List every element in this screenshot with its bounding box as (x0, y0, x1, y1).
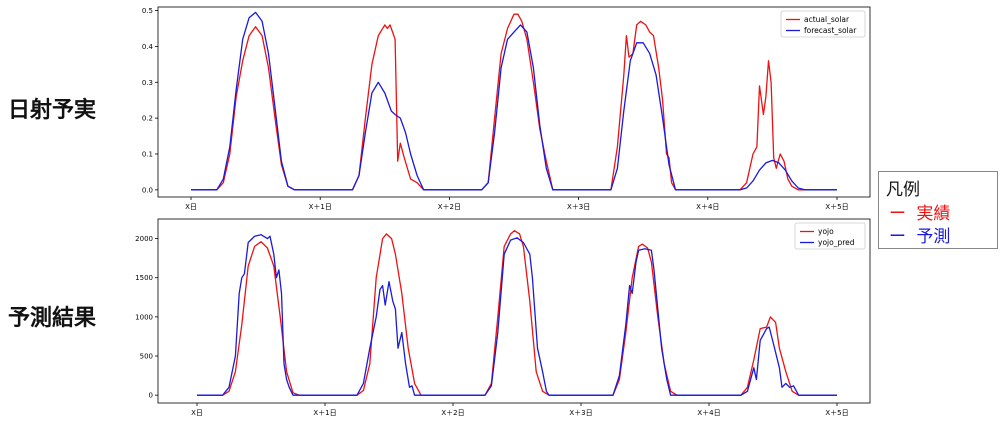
solar-legend-label-forecast_solar: forecast_solar (804, 26, 857, 35)
solar-plot-frame (157, 6, 871, 198)
row-label-solar: 日射予実 (8, 98, 97, 123)
solar-y-tick-label: 0.1 (142, 150, 153, 158)
solar-y-tick-label: 0.3 (142, 79, 153, 87)
solar-y-tick-label: 0.0 (142, 186, 153, 194)
solar-series-actual_solar (191, 13, 837, 191)
yojo-x-tick-label: X＋1日 (313, 409, 336, 417)
yojo-y-tick-label: 500 (140, 353, 153, 361)
side-legend-forecast-dash: ー (889, 227, 906, 247)
yojo-plot-frame (157, 218, 871, 404)
side-legend-forecast-label: 予測 (916, 227, 951, 247)
side-legend-actual-label: 実績 (916, 204, 951, 224)
solar-x-tick-label: X＋4日 (696, 203, 719, 211)
yojo-x-tick-label: X＋4日 (697, 409, 720, 417)
row-label-forecast-result: 予測結果 (8, 306, 97, 331)
yojo-series-yojo_pred (197, 234, 837, 396)
yojo-x-tick-label: X＋2日 (441, 409, 464, 417)
solar-x-tick-label: X＋2日 (438, 203, 461, 211)
solar-legend-label-actual_solar: actual_solar (804, 15, 850, 24)
solar-series-forecast_solar (191, 11, 837, 191)
side-legend-actual-dash: ー (889, 204, 906, 224)
solar-x-tick-label: X＋1日 (309, 203, 332, 211)
side-legend-actual: ー 実績 (889, 199, 950, 224)
yojo-x-tick-label: X日 (191, 409, 203, 417)
solar-y-tick-label: 0.4 (142, 43, 154, 51)
yojo-y-tick-label: 1500 (135, 274, 153, 282)
yojo-x-tick-label: X＋5日 (825, 409, 848, 417)
side-legend-box: 凡例 ー 実績 ー 予測 (878, 171, 998, 249)
yojo-y-tick-label: 2000 (135, 235, 153, 243)
solar-legend-box (780, 10, 866, 38)
yojo-legend-label-yojo_pred: yojo_pred (818, 238, 855, 247)
yojo-x-tick-label: X＋3日 (569, 409, 592, 417)
yojo-y-tick-label: 0 (149, 392, 153, 400)
yojo-series-yojo (197, 230, 837, 396)
solar-x-tick-label: X日 (185, 203, 197, 211)
side-legend-title: 凡例 (886, 180, 920, 200)
solar-x-tick-label: X＋5日 (825, 203, 848, 211)
yojo-legend-label-yojo: yojo (818, 227, 834, 236)
side-legend-forecast: ー 予測 (889, 222, 950, 247)
solar-x-tick-label: X＋3日 (567, 203, 590, 211)
solar-y-tick-label: 0.5 (142, 7, 153, 15)
yojo-y-tick-label: 1000 (135, 313, 153, 321)
solar-y-tick-label: 0.2 (142, 115, 153, 123)
